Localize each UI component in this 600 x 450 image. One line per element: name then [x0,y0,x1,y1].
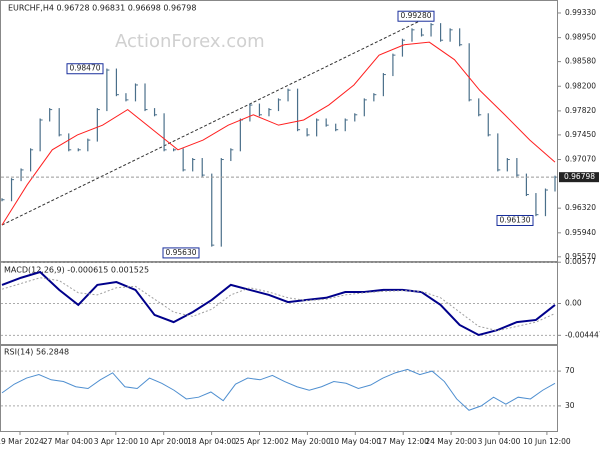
rsi-title: RSI(14) 56.2848 [4,348,69,357]
y-tick-label: 70 [565,366,575,375]
indicator-line [1,277,556,332]
main-panel [0,0,558,262]
x-tick-label: 10 Jun 12:00 [523,437,571,446]
last-price-box [559,172,599,183]
rsi-panel [0,345,558,432]
y-tick-label: 0.98580 [565,57,596,66]
macd-title: MACD(12,26,9) -0.000615 0.001525 [4,266,149,275]
price-label-box [66,63,104,75]
last-price-label: 0.96798 [564,172,595,181]
price-label: 0.99280 [400,11,431,20]
x-tick-label: 19 Mar 2024 [0,437,44,446]
y-tick-label: 0.97450 [565,130,596,139]
y-tick-label: 0.95940 [565,228,596,237]
indicator-line [1,270,556,337]
y-tick-label: 0.99330 [565,8,596,17]
x-tick-label: 2 May 20:00 [284,437,331,446]
y-tick-label: 0.98950 [565,33,596,42]
x-tick-label: 3 Apr 12:00 [94,437,138,446]
x-tick-label: 3 Jun 04:00 [478,437,521,446]
y-tick-label: 0.97820 [565,106,596,115]
y-tick-label: 30 [565,401,575,410]
y-tick-label: 0.00 [565,299,582,308]
x-tick-label: 17 May 12:00 [377,437,429,446]
price-label-box [162,247,200,259]
x-tick-label: 18 Apr 04:00 [187,437,236,446]
y-tick-label: 0.96320 [565,203,596,212]
y-tick-label: 0.00577 [565,257,596,266]
x-tick-label: 10 Apr 20:00 [139,437,188,446]
price-label-box [496,214,534,226]
price-label-box [397,10,435,22]
x-tick-label: 27 Mar 04:00 [43,437,93,446]
moving-average [1,41,556,226]
x-tick-label: 24 May 20:00 [425,437,477,446]
price-label: 0.95630 [165,248,196,257]
indicator-line [1,368,556,411]
x-tick-label: 10 May 04:00 [330,437,382,446]
y-tick-label: 0.97070 [565,155,596,164]
price-label: 0.98470 [69,64,100,73]
y-tick-label: 0.95570 [565,252,596,261]
watermark: ActionForex.com [115,31,265,52]
y-tick-label: -0.004447 [565,330,600,339]
price-label: 0.96130 [499,215,530,224]
y-tick-label: 0.98200 [565,81,596,90]
header: EURCHF,H4 0.96728 0.96831 0.96698 0.9679… [8,4,196,13]
x-tick-label: 25 Apr 12:00 [235,437,284,446]
